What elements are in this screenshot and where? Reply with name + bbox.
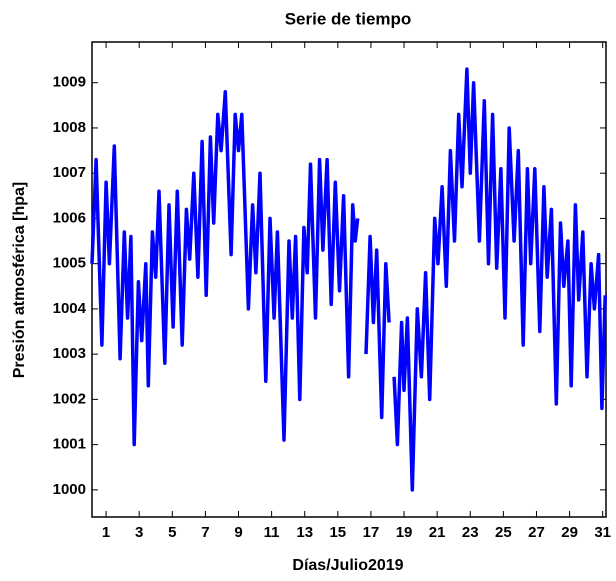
x-tick-label: 5 bbox=[168, 524, 176, 541]
x-tick-label: 7 bbox=[201, 524, 209, 541]
y-tick-label: 1005 bbox=[53, 255, 86, 272]
x-tick-label: 3 bbox=[135, 524, 143, 541]
x-tick-label: 27 bbox=[528, 524, 545, 541]
plot-frame bbox=[91, 41, 607, 518]
y-axis-label: Presión atmosférica [hpa] bbox=[11, 182, 28, 379]
y-tick-label: 1008 bbox=[53, 119, 86, 136]
x-tick-label: 15 bbox=[329, 524, 346, 541]
y-tick-label: 1006 bbox=[53, 209, 86, 226]
y-tick-label: 1007 bbox=[53, 164, 86, 181]
y-tick-label: 1001 bbox=[53, 436, 86, 453]
chart-title: Serie de tiempo bbox=[285, 9, 412, 28]
line-series bbox=[364, 234, 391, 420]
line-series bbox=[90, 90, 360, 447]
x-tick-label: 1 bbox=[102, 524, 110, 541]
y-tick-label: 1000 bbox=[53, 481, 86, 498]
x-tick-label: 21 bbox=[429, 524, 446, 541]
line-series bbox=[392, 67, 607, 492]
y-tick-label: 1003 bbox=[53, 345, 86, 362]
y-tick-label: 1004 bbox=[53, 300, 87, 317]
x-tick-label: 9 bbox=[234, 524, 242, 541]
x-tick-label: 17 bbox=[363, 524, 380, 541]
x-tick-label: 29 bbox=[561, 524, 578, 541]
x-tick-label: 31 bbox=[594, 524, 611, 541]
x-tick-label: 13 bbox=[296, 524, 313, 541]
y-tick-label: 1009 bbox=[53, 74, 86, 91]
y-tick-label: 1002 bbox=[53, 390, 86, 407]
x-tick-label: 19 bbox=[396, 524, 413, 541]
x-tick-label: 11 bbox=[264, 524, 280, 541]
x-axis-label: Días/Julio2019 bbox=[292, 557, 403, 574]
x-tick-label: 23 bbox=[462, 524, 479, 541]
x-tick-label: 25 bbox=[495, 524, 512, 541]
